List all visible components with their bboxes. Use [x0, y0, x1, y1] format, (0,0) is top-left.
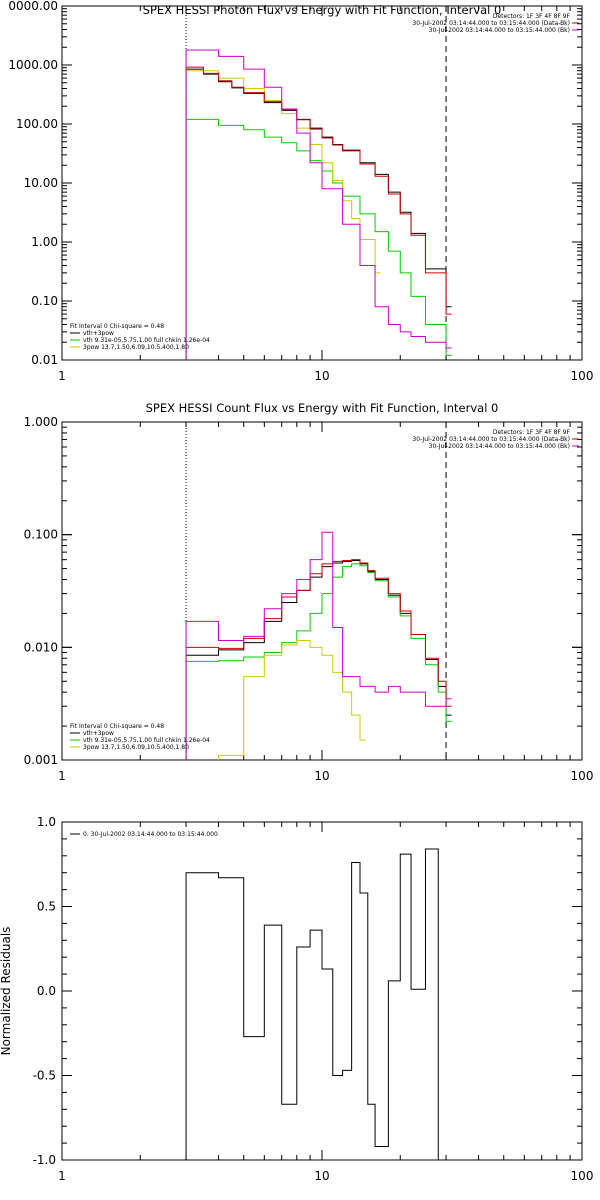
chart-title: SPEX HESSI Count Flux vs Energy with Fit… — [146, 401, 499, 415]
x-tick-label: 100 — [571, 369, 594, 383]
legend-label: 3pow 13.7,1.50,6.09,10.5,400,1.80 — [83, 744, 189, 751]
plot-frame — [61, 821, 583, 1161]
header-line: 30-Jul-2002 03:14:44.000 to 03:15:44.000… — [429, 27, 570, 34]
y-tick-label: 100.00 — [16, 117, 58, 131]
x-tick-label: 1 — [58, 769, 66, 783]
legend-label: vth 9.31e-05,5.75,1.00 full chkin 1.26e-… — [83, 337, 210, 344]
y-tick-label: 0.01 — [31, 353, 58, 367]
header-line: 30-Jul-2002 03:14:44.000 to 03:15:44.000… — [412, 20, 570, 27]
legend-title: Fit Interval 0 Chi-square = 0.48 — [70, 323, 164, 330]
y-tick-label: 10.00 — [24, 176, 58, 190]
y-tick-label: 1.0 — [37, 815, 56, 829]
legend-label: vth+3pow — [83, 330, 114, 337]
series-line-2 — [185, 70, 381, 360]
y-tick-label: 0.010 — [24, 640, 58, 654]
header-line: Detectors: 1F 3F 4F 8F 9F — [493, 13, 571, 20]
series-line-1 — [185, 118, 452, 360]
header-line: 30-Jul-2002 03:14:44.000 to 03:15:44.000… — [412, 436, 570, 443]
series-line-0 — [185, 559, 452, 760]
x-tick-label: 100 — [571, 769, 594, 783]
y-tick-label: 0.001 — [24, 753, 58, 767]
y-tick-label: 1.00 — [31, 235, 58, 249]
y-tick-label: 0.5 — [37, 900, 56, 914]
legend-label: 3pow 13.7,1.50,6.09,10.5,400,1.80 — [83, 344, 189, 351]
series-line-3 — [185, 66, 452, 360]
x-tick-label: 10 — [314, 1169, 329, 1183]
x-tick-label: 10 — [314, 369, 329, 383]
legend-label: 0. 30-Jul-2002 03:14:44.000 to 03:15:44.… — [83, 831, 218, 838]
header-line: Detectors: 1F 3F 4F 8F 9F — [493, 429, 571, 436]
series-line-2 — [218, 639, 366, 760]
series-line-1 — [185, 563, 452, 760]
y-tick-label: 0.100 — [24, 528, 58, 542]
legend-label: vth 9.31e-05,5.75,1.00 full chkin 1.26e-… — [83, 737, 210, 744]
y-axis-label: Normalized Residuals — [0, 927, 13, 1056]
series-line-4 — [185, 49, 452, 360]
y-tick-label: 0.0 — [37, 984, 56, 998]
y-tick-label: 1000.00 — [8, 58, 58, 72]
series-line-0 — [185, 68, 452, 360]
series-line-3 — [185, 559, 452, 760]
y-tick-label: 0.10 — [31, 294, 58, 308]
legend-title: Fit Interval 0 Chi-square = 0.48 — [70, 723, 164, 730]
x-tick-label: 100 — [571, 1169, 594, 1183]
plot-frame — [61, 421, 583, 761]
y-tick-label: -0.5 — [33, 1069, 56, 1083]
y-tick-label: 0000.00 — [8, 0, 58, 13]
series-line-0 — [185, 848, 452, 1161]
header-line: 30-Jul-2002 03:14:44.000 to 03:15:44.000… — [429, 443, 570, 450]
y-tick-label: -1.0 — [33, 1153, 56, 1167]
legend-label: vth+3pow — [83, 730, 114, 737]
x-tick-label: 1 — [58, 369, 66, 383]
series-line-4 — [185, 531, 452, 760]
x-tick-label: 10 — [314, 769, 329, 783]
x-tick-label: 1 — [58, 1169, 66, 1183]
y-tick-label: 1.000 — [24, 415, 58, 429]
